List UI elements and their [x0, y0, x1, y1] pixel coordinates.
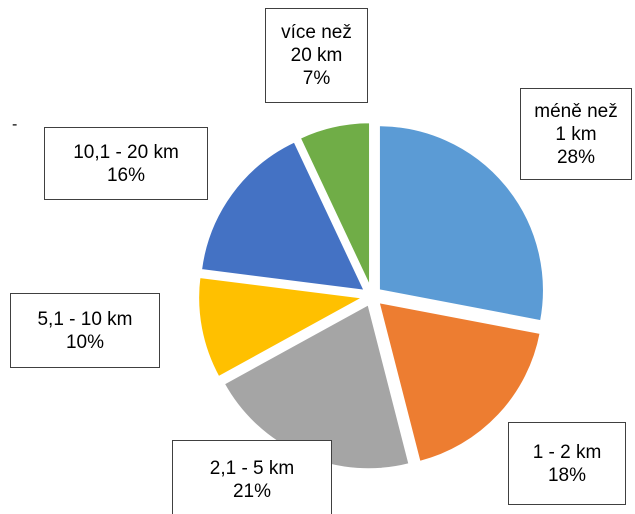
label-value: 10% [65, 331, 105, 353]
data-label: 1 - 2 km 18% [508, 422, 626, 505]
data-label: méně než 1 km 28% [520, 88, 632, 180]
label-category: 10,1 - 20 km [73, 141, 179, 163]
label-value: 16% [106, 164, 146, 186]
pie-slice [377, 300, 542, 464]
pie-slice [298, 121, 372, 288]
pie-slice [199, 140, 367, 292]
label-category: 5,1 - 10 km [37, 308, 133, 330]
data-label: 10,1 - 20 km 16% [44, 127, 208, 200]
data-label: 5,1 - 10 km 10% [10, 293, 160, 368]
pie-slice [197, 275, 367, 379]
label-category: 2,1 - 5 km [209, 458, 295, 479]
data-label: 2,1 - 5 km 21% [172, 440, 332, 514]
annotation: - [12, 116, 18, 133]
label-value: 21% [232, 481, 272, 502]
label-value: 7% [302, 68, 331, 89]
label-category: 1 - 2 km [532, 441, 602, 463]
label-value: 28% [556, 146, 596, 168]
pie-slice [377, 124, 545, 323]
label-value: 18% [547, 464, 587, 486]
data-label: více než 20 km 7% [265, 8, 368, 103]
label-category: méně než 1 km [534, 100, 618, 145]
label-category: více než 20 km [281, 22, 352, 66]
